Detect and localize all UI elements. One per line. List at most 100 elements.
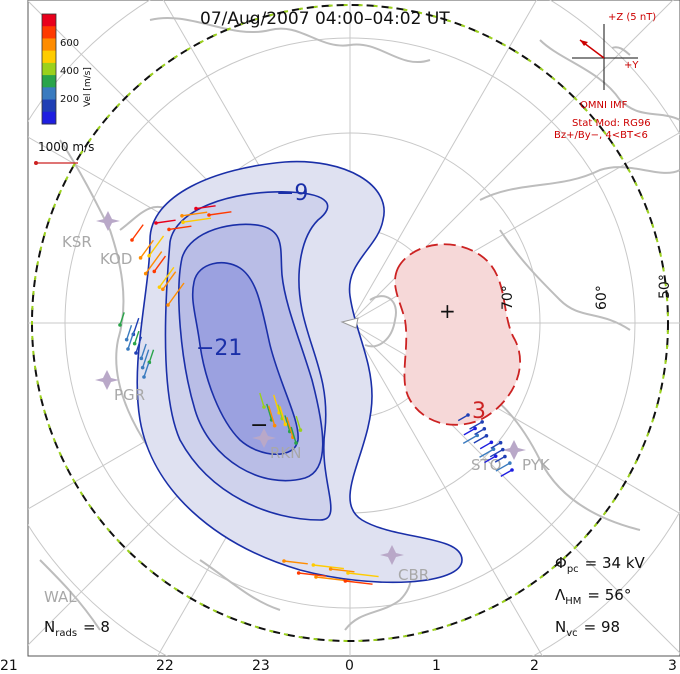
velocity-vector-origin bbox=[482, 427, 487, 431]
imf-bz-label: +Z (5 nT) bbox=[608, 12, 656, 23]
scale-vector-label: 1000 m/s bbox=[38, 140, 94, 154]
velocity-vector bbox=[313, 564, 345, 570]
velocity-vector-origin bbox=[510, 468, 514, 472]
colorbar-segment bbox=[42, 99, 56, 113]
velocity-vector-origin bbox=[143, 271, 148, 276]
velocity-vector bbox=[167, 282, 185, 306]
velocity-vector-origin bbox=[343, 579, 348, 583]
velocity-vector-origin bbox=[130, 238, 134, 242]
velocity-vector-origin bbox=[498, 440, 503, 445]
velocity-vector bbox=[259, 392, 265, 408]
velocity-vector-origin bbox=[262, 405, 266, 409]
stat-n-rads: Nrads = 8 bbox=[44, 618, 110, 639]
velocity-vector-origin bbox=[296, 571, 301, 575]
velocity-vector bbox=[330, 568, 355, 573]
map-stats: Φpc = 34 kV ΛHM = 56° Nvc = 98 Nrads = 8 bbox=[44, 554, 646, 639]
velocity-vector-origin bbox=[328, 567, 333, 571]
station-label-pyk: PYK bbox=[522, 456, 551, 474]
velocity-vector bbox=[162, 271, 177, 290]
velocity-vector-origin bbox=[489, 440, 494, 445]
imf-panel: +Z (5 nT) +Y OMNI IMF Stat Mod: RG96 Bz+… bbox=[554, 12, 656, 141]
positive-potential-cell bbox=[394, 243, 521, 426]
stat-lambda-hm: ΛHM = 56° bbox=[555, 586, 631, 607]
velocity-vector-origin bbox=[126, 347, 130, 351]
velocity-vector-origin bbox=[314, 575, 318, 579]
velocity-vector bbox=[126, 325, 133, 340]
colorbar-segment bbox=[42, 111, 56, 125]
velocity-vector-origin bbox=[473, 426, 477, 431]
velocity-vector-origin bbox=[140, 365, 145, 370]
colorbar-segment bbox=[42, 38, 56, 52]
velocity-vector-origin bbox=[161, 287, 165, 292]
velocity-vector bbox=[283, 560, 308, 565]
colorbar-segment bbox=[42, 75, 56, 88]
radar-station-markers bbox=[95, 211, 526, 565]
imf-model-line2: Bz+/By−, 4<BT<6 bbox=[554, 130, 648, 141]
velocity-vector-origin bbox=[282, 559, 286, 563]
pole-marker-icon bbox=[340, 317, 359, 329]
velocity-vector bbox=[279, 406, 287, 425]
velocity-vector bbox=[140, 239, 154, 259]
velocity-vector bbox=[208, 211, 232, 216]
velocity-vector bbox=[489, 449, 504, 458]
velocity-vector-origin bbox=[493, 454, 498, 458]
positive-center-marker: + bbox=[439, 299, 456, 323]
velocity-vector-origin bbox=[475, 433, 480, 438]
velocity-vector bbox=[142, 349, 150, 368]
boundary-overlay bbox=[31, 4, 669, 642]
negative-potential-cell bbox=[136, 160, 463, 584]
contour-label-min: −9 bbox=[276, 181, 308, 206]
velocity-vector-origin bbox=[500, 447, 505, 452]
mlt-tick-3: 3 bbox=[668, 658, 677, 674]
preview-watermark: NOTE: FOR PREVIEW PURPOSES ONLY. PLEASE … bbox=[2, 149, 15, 640]
velocity-vector-origin bbox=[207, 213, 211, 217]
velocity-vector bbox=[290, 426, 297, 444]
velocity-vector bbox=[295, 415, 302, 431]
velocity-vector bbox=[135, 336, 143, 354]
velocity-vector bbox=[298, 572, 326, 577]
velocity-vector bbox=[182, 217, 212, 223]
colorbar-segment bbox=[42, 26, 56, 39]
velocity-vector-origin bbox=[180, 214, 184, 218]
velocity-vector-origin bbox=[311, 563, 316, 567]
colorbar-tick-200: 200 bbox=[60, 94, 79, 105]
velocity-vectors bbox=[118, 205, 514, 585]
latitude-label-50: 50° bbox=[657, 274, 673, 299]
velocity-vector bbox=[267, 405, 276, 426]
velocity-vector bbox=[131, 224, 144, 241]
latitude-label-70: 70° bbox=[500, 285, 516, 310]
velocity-vector-origin bbox=[294, 441, 298, 445]
scale-vector: 1000 m/s bbox=[34, 140, 94, 165]
velocity-vector bbox=[148, 349, 155, 363]
fit-order-label: FitOrder: 8, mapEX format bbox=[14, 495, 27, 640]
colorbar-label: Vel [m/s] bbox=[83, 67, 93, 107]
velocity-vector bbox=[148, 235, 165, 257]
velocity-vector bbox=[277, 404, 283, 419]
velocity-vector bbox=[266, 403, 273, 421]
station-label-wal: WAL bbox=[44, 588, 77, 606]
velocity-vector-origin bbox=[138, 256, 143, 260]
mlt-tick-0: 0 bbox=[345, 658, 354, 674]
mlt-axis: 21 22 23 0 1 2 3 bbox=[0, 658, 677, 674]
velocity-vector bbox=[155, 219, 176, 224]
velocity-vector-origin bbox=[118, 323, 122, 327]
velocity-vector-origin bbox=[272, 423, 277, 428]
velocity-vector bbox=[479, 448, 494, 458]
velocity-vector bbox=[143, 362, 150, 378]
velocity-vector-origin bbox=[124, 337, 129, 342]
velocity-vector bbox=[119, 312, 125, 326]
velocity-vector-origin bbox=[346, 571, 350, 575]
velocity-vector bbox=[479, 441, 492, 450]
station-label-pgr: PGR bbox=[114, 386, 145, 404]
velocity-vector bbox=[145, 251, 163, 274]
velocity-colorbar: 600 400 200 Vel [m/s] bbox=[41, 13, 93, 125]
velocity-vector-origin bbox=[157, 285, 162, 289]
velocity-vector-origin bbox=[166, 303, 170, 307]
velocity-vector-origin bbox=[139, 356, 144, 361]
imf-by-label: +Y bbox=[624, 60, 639, 71]
colorbar-segment bbox=[42, 50, 56, 64]
negative-cell-level4 bbox=[191, 261, 299, 456]
velocity-vector bbox=[457, 414, 469, 422]
velocity-vector-origin bbox=[167, 227, 171, 232]
velocity-vector bbox=[134, 330, 140, 344]
